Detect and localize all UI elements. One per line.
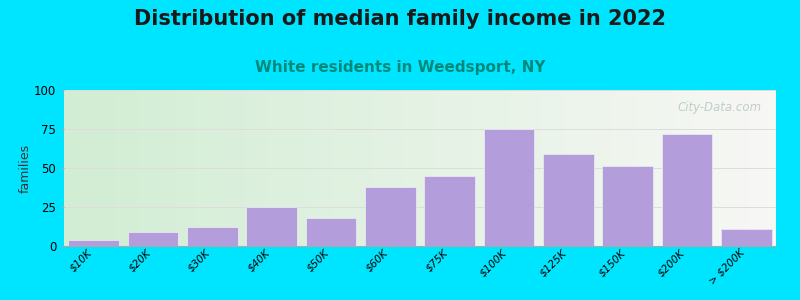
Text: City-Data.com: City-Data.com (678, 101, 762, 114)
Bar (425, 176, 475, 246)
Bar (246, 207, 297, 246)
Text: White residents in Weedsport, NY: White residents in Weedsport, NY (254, 60, 546, 75)
Text: Distribution of median family income in 2022: Distribution of median family income in … (134, 9, 666, 29)
Bar (662, 134, 712, 246)
Bar (187, 227, 238, 246)
Bar (602, 167, 653, 246)
Bar (365, 187, 415, 246)
Bar (721, 229, 771, 246)
Bar (484, 129, 534, 246)
Y-axis label: families: families (18, 143, 31, 193)
Bar (69, 240, 119, 246)
Bar (128, 232, 178, 246)
Bar (543, 154, 594, 246)
Bar (306, 218, 356, 246)
